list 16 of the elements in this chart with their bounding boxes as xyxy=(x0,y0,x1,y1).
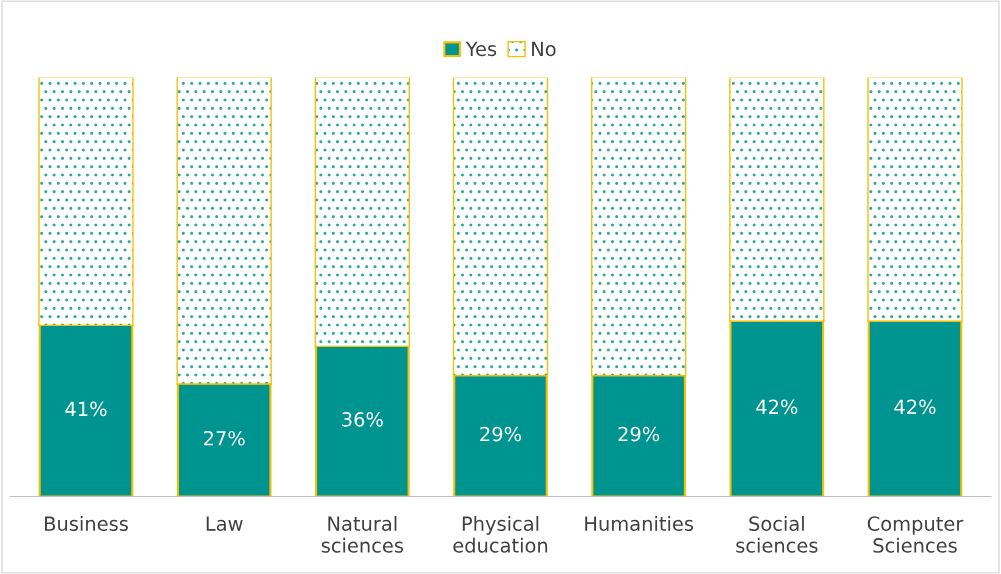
x-tick-label: Physical education xyxy=(453,515,548,553)
data-label: 42% xyxy=(756,399,798,415)
legend-label: No xyxy=(532,41,556,57)
data-label: 27% xyxy=(203,430,245,446)
x-tick-label: Law xyxy=(206,516,243,532)
x-tick-label: Natural sciences xyxy=(321,515,404,553)
x-tick-label: Humanities xyxy=(585,515,694,532)
data-label: 36% xyxy=(342,412,383,427)
data-label: 29% xyxy=(480,426,522,442)
x-tick-label: Business xyxy=(45,515,128,532)
data-label: 42% xyxy=(894,399,936,415)
x-tick-label: Social sciences xyxy=(736,515,818,553)
legend-label: Yes xyxy=(465,41,497,57)
data-label: 29% xyxy=(618,426,660,442)
data-label: 41% xyxy=(65,401,107,417)
x-tick-label: Computer Sciences xyxy=(867,516,964,553)
